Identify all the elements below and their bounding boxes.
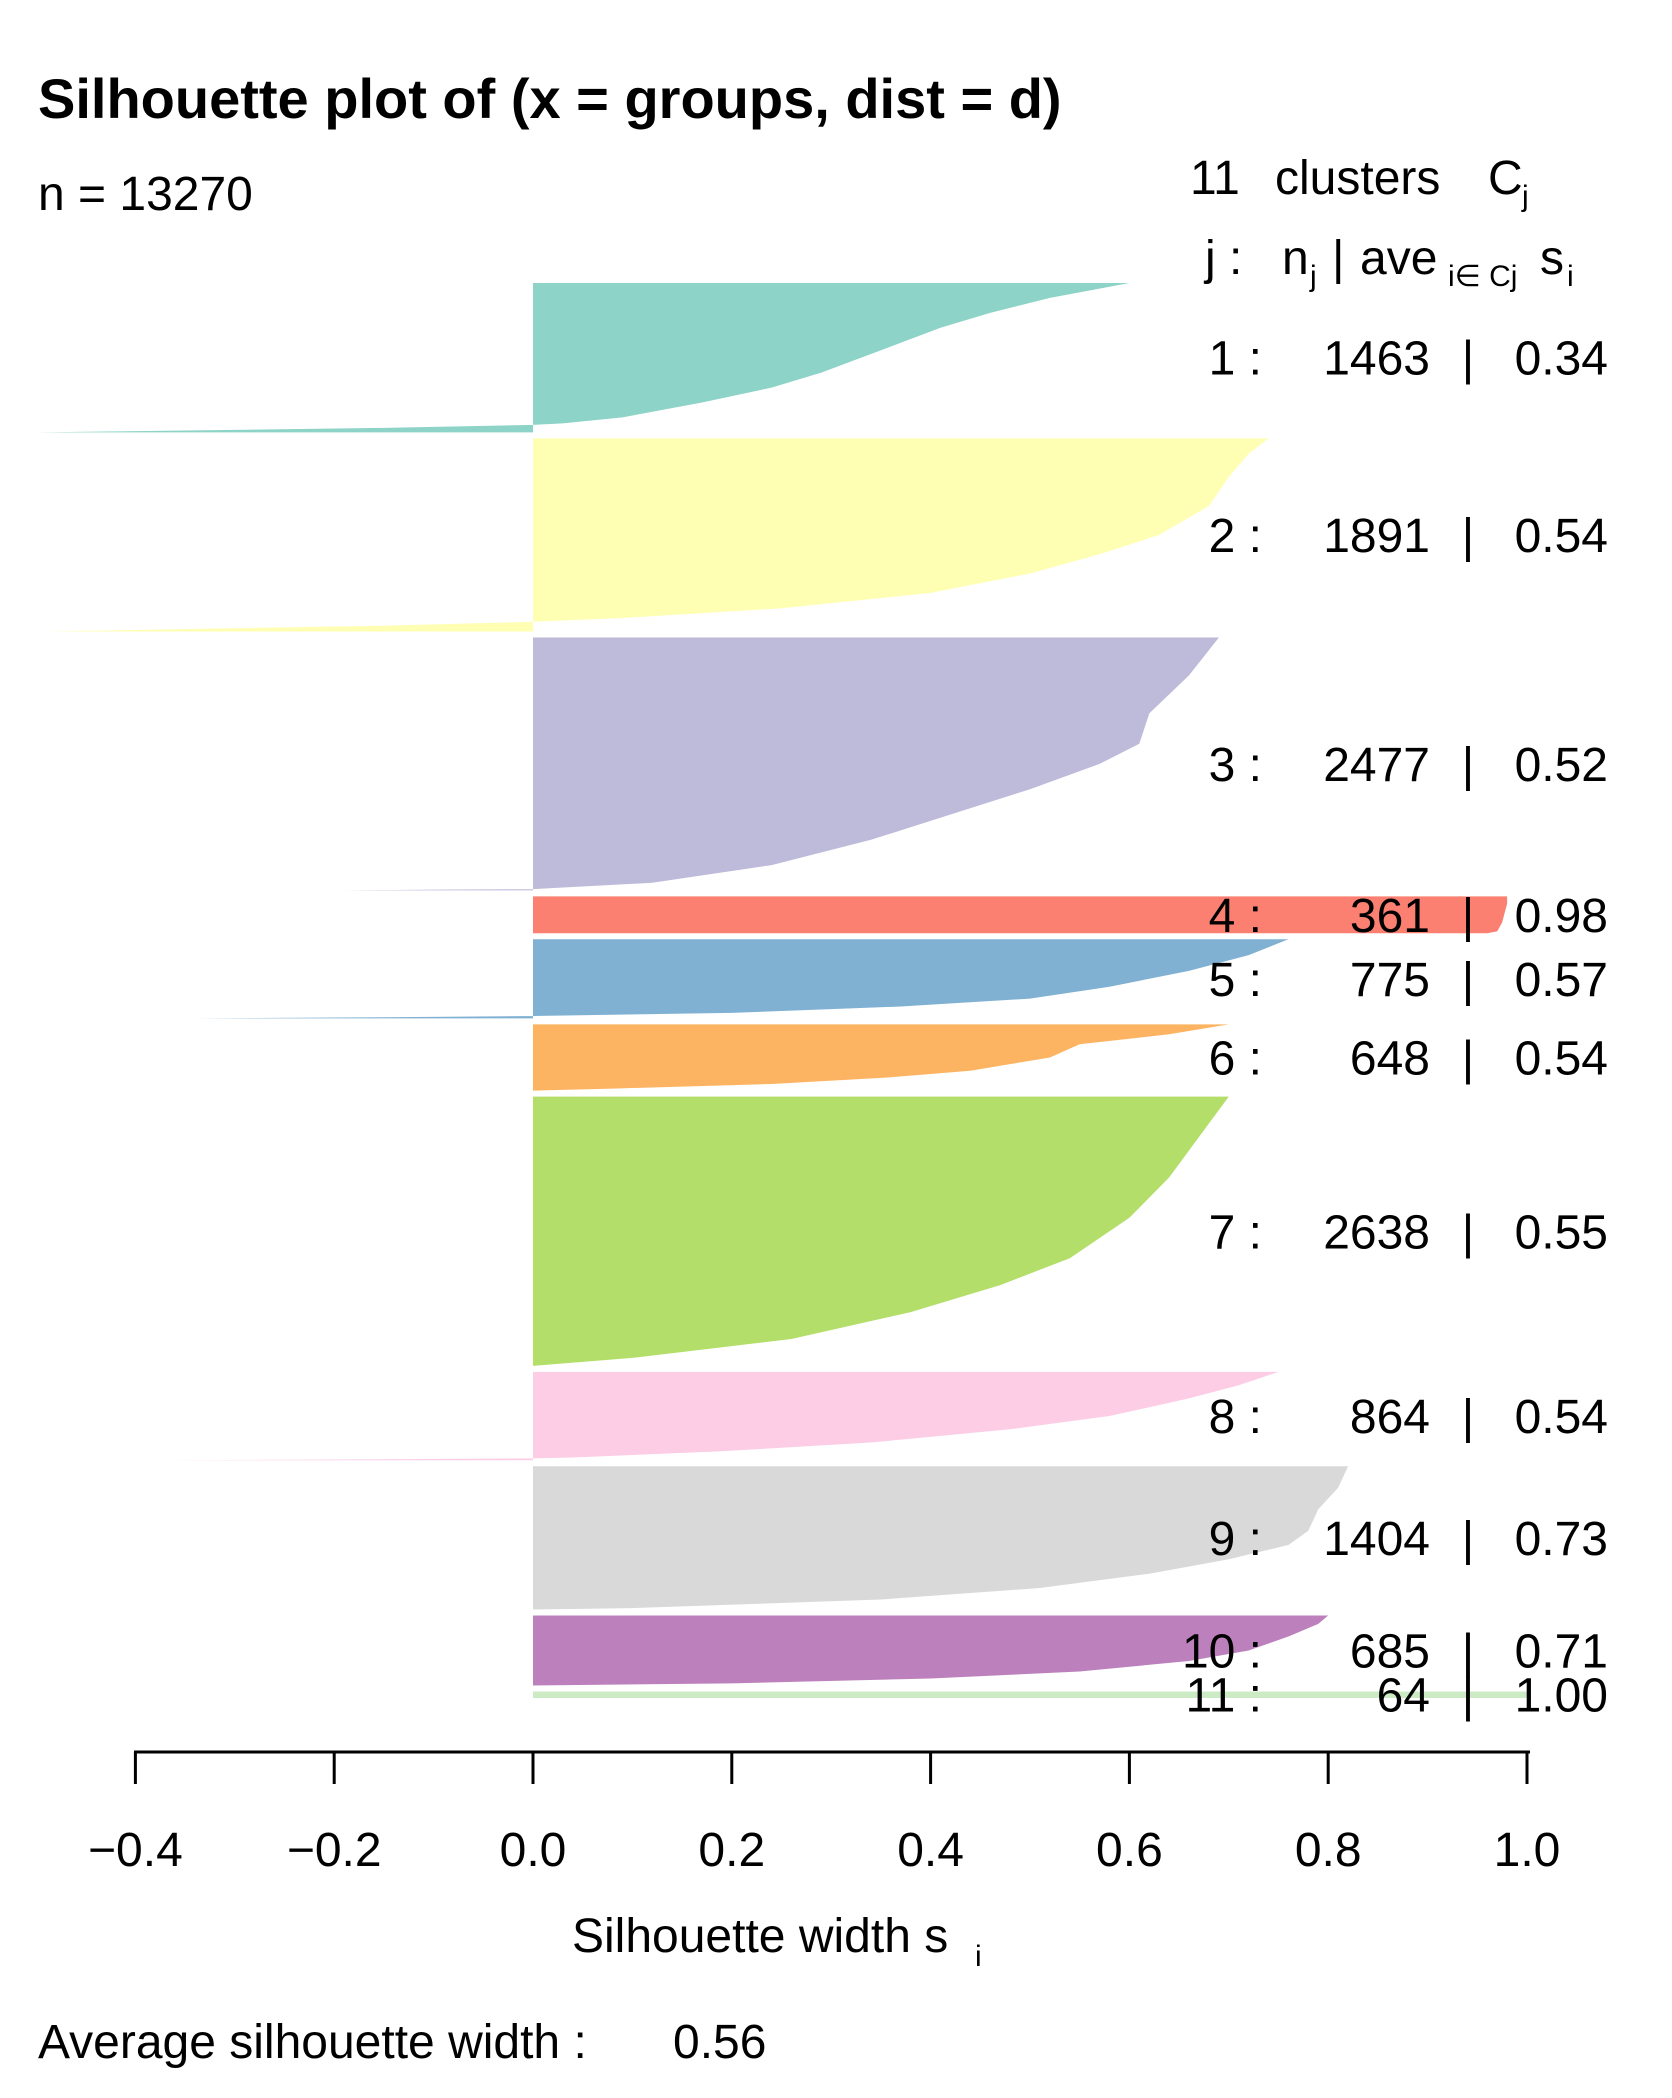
cluster-label-sep-5: | [1462, 954, 1474, 1007]
legend-col-ave: ave [1360, 232, 1437, 285]
cluster-label-sep-10: | [1462, 1626, 1474, 1679]
cluster-label-j-3: 3 : [1209, 739, 1262, 792]
cluster-label-j-8: 8 : [1209, 1391, 1262, 1444]
cluster-label-n-6: 648 [1350, 1033, 1430, 1086]
silhouette-bars [36, 283, 1527, 1698]
x-tick-label: 0.0 [500, 1824, 567, 1877]
cluster-label-sep-1: | [1462, 333, 1474, 386]
x-axis-label-sub: i [975, 1940, 982, 1973]
cluster-label-j-7: 7 : [1209, 1206, 1262, 1259]
x-tick-label: −0.2 [287, 1824, 382, 1877]
silhouette-cluster-7 [533, 1096, 1229, 1366]
cluster-label-ave-1: 0.34 [1515, 333, 1608, 386]
legend-col-n: n [1282, 232, 1309, 285]
cluster-label-ave-9: 0.73 [1515, 1513, 1608, 1566]
silhouette-cluster-5 [195, 939, 1289, 1019]
cluster-label-ave-4: 0.98 [1515, 890, 1608, 943]
cluster-label-ave-5: 0.57 [1515, 954, 1608, 1007]
n-label: n = 13270 [38, 168, 253, 221]
cluster-label-j-10: 10 : [1182, 1626, 1262, 1679]
legend-clusters-count: 11 [1190, 152, 1240, 205]
legend-col-j: j : [1203, 232, 1242, 285]
cluster-label-ave-7: 0.55 [1515, 1206, 1608, 1259]
cluster-label-sep-9: | [1462, 1513, 1474, 1566]
silhouette-cluster-8 [165, 1371, 1279, 1461]
cluster-label-n-10: 685 [1350, 1626, 1430, 1679]
silhouette-cluster-1 [36, 283, 1130, 433]
cluster-label-sep-2: | [1462, 510, 1474, 563]
cluster-label-n-1: 1463 [1323, 333, 1430, 386]
cluster-label-j-6: 6 : [1209, 1033, 1262, 1086]
cluster-label-n-11: 64 [1377, 1670, 1430, 1723]
cluster-label-ave-2: 0.54 [1515, 510, 1608, 563]
cluster-label-n-5: 775 [1350, 954, 1430, 1007]
x-tick-label: 0.4 [897, 1824, 964, 1877]
cluster-label-sep-3: | [1462, 739, 1474, 792]
cluster-label-n-9: 1404 [1323, 1513, 1430, 1566]
legend-col-sep: | [1332, 232, 1344, 285]
cluster-label-sep-11: | [1462, 1670, 1474, 1723]
average-width-label: Average silhouette width : [38, 2016, 587, 2069]
cluster-label-sep-6: | [1462, 1033, 1474, 1086]
x-tick-label: 1.0 [1494, 1824, 1561, 1877]
cluster-label-ave-11: 1.00 [1515, 1670, 1608, 1723]
cluster-label-sep-4: | [1462, 890, 1474, 943]
cluster-label-n-4: 361 [1350, 890, 1430, 943]
silhouette-cluster-9 [533, 1466, 1349, 1610]
legend-c-sub: j [1521, 180, 1529, 213]
x-axis-label: Silhouette width s [572, 1910, 948, 1963]
legend-col-s-sub: i [1567, 260, 1574, 293]
cluster-label-n-2: 1891 [1323, 510, 1430, 563]
average-width-value: 0.56 [673, 2016, 766, 2069]
cluster-label-n-7: 2638 [1323, 1206, 1430, 1259]
cluster-label-ave-6: 0.54 [1515, 1033, 1608, 1086]
cluster-label-j-5: 5 : [1209, 954, 1262, 1007]
x-tick-label: 0.6 [1096, 1824, 1163, 1877]
x-axis: −0.4 −0.2 0.0 0.2 0.4 0.6 0.8 1.0 [88, 1750, 1561, 1877]
silhouette-cluster-2 [45, 438, 1269, 632]
legend-clusters-word: clusters [1275, 152, 1440, 205]
legend-col-n-sub: j [1309, 260, 1317, 293]
legend-col-ave-sub: i∈ Cj [1448, 260, 1517, 293]
cluster-label-j-9: 9 : [1209, 1513, 1262, 1566]
silhouette-cluster-3 [344, 637, 1219, 891]
silhouette-cluster-10 [533, 1615, 1329, 1686]
silhouette-cluster-11 [533, 1691, 1527, 1698]
cluster-label-j-4: 4 : [1209, 890, 1262, 943]
cluster-label-j-11: 11 : [1186, 1670, 1263, 1723]
cluster-label-n-3: 2477 [1323, 739, 1430, 792]
silhouette-cluster-6 [533, 1024, 1229, 1091]
cluster-label-sep-7: | [1462, 1206, 1474, 1259]
legend-c-symbol: C [1488, 152, 1523, 205]
silhouette-cluster-4 [533, 896, 1508, 934]
cluster-label-j-1: 1 : [1209, 333, 1262, 386]
x-tick-label: 0.8 [1295, 1824, 1362, 1877]
cluster-label-sep-8: | [1462, 1391, 1474, 1444]
legend-col-s: s [1540, 232, 1564, 285]
cluster-label-n-8: 864 [1350, 1391, 1430, 1444]
cluster-label-ave-10: 0.71 [1515, 1626, 1608, 1679]
cluster-label-ave-8: 0.54 [1515, 1391, 1608, 1444]
cluster-labels: 1 : 1463 | 0.34 2 : 1891 | 0.54 3 : 2477 | 0.52 4 : 3… [1182, 333, 1608, 1723]
cluster-label-ave-3: 0.52 [1515, 739, 1608, 792]
cluster-label-j-2: 2 : [1209, 510, 1262, 563]
chart-title: Silhouette plot of (x = groups, dist = d… [38, 67, 1062, 130]
x-tick-label: 0.2 [698, 1824, 765, 1877]
x-tick-label: −0.4 [88, 1824, 183, 1877]
